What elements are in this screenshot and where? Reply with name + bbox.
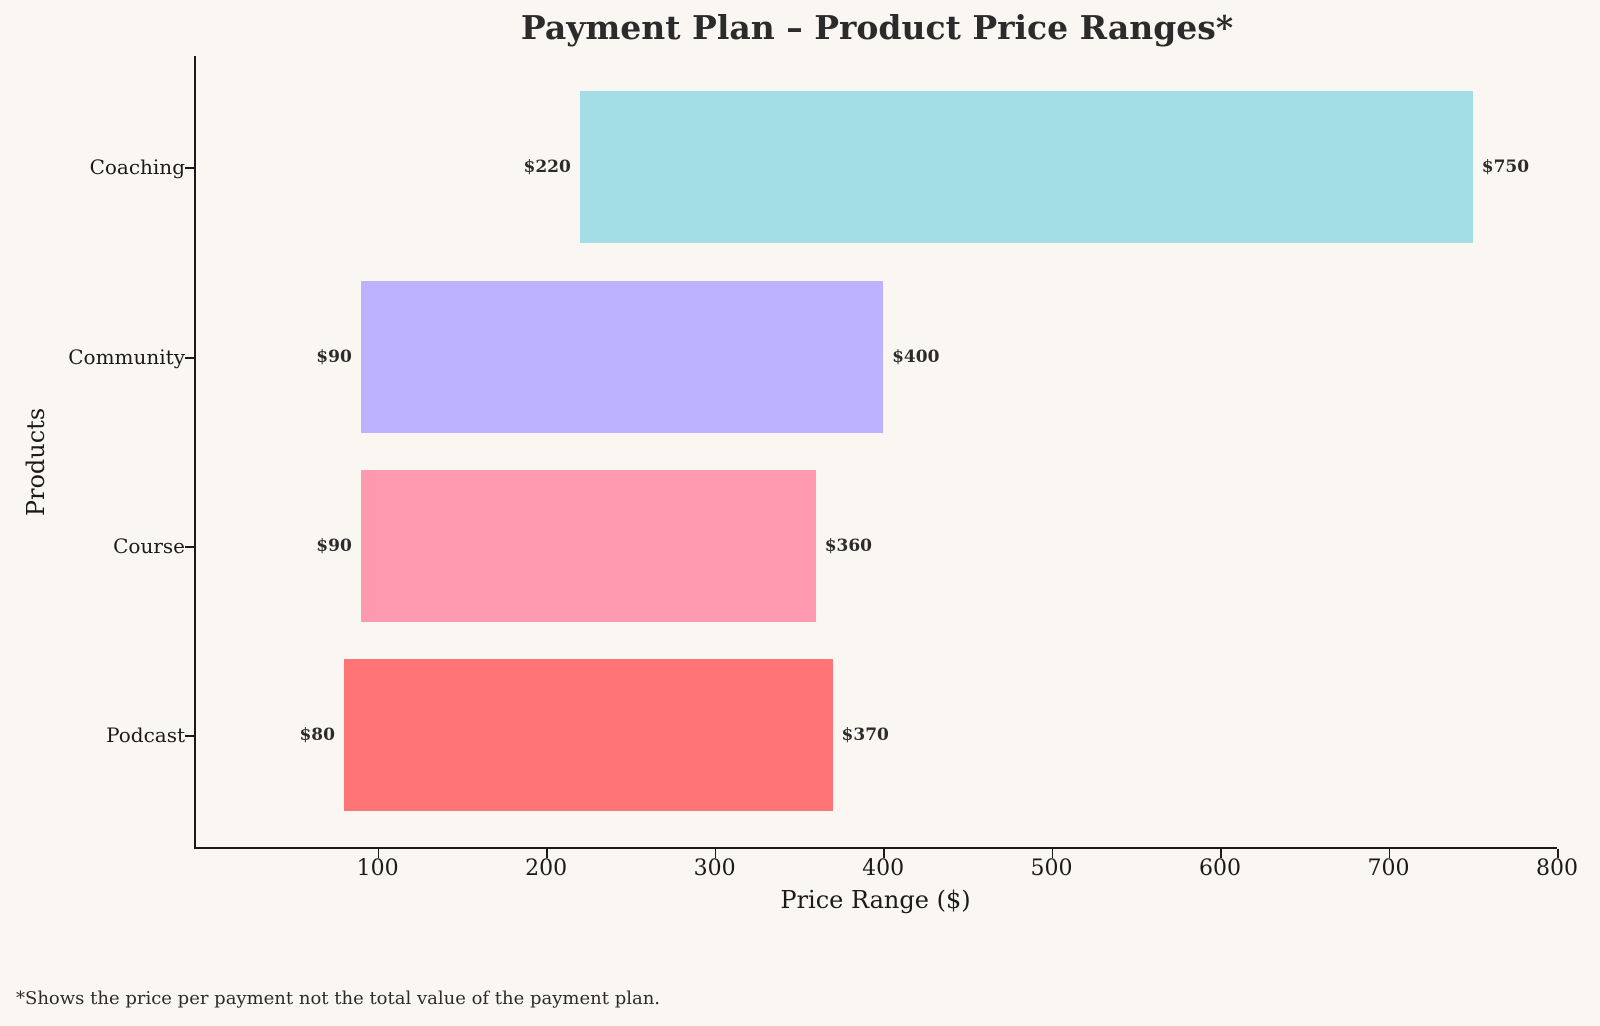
x-axis-spine xyxy=(194,847,1557,849)
x-tick-400 xyxy=(883,849,885,858)
x-tick-600 xyxy=(1220,849,1222,858)
chart-title: Payment Plan – Product Price Ranges* xyxy=(520,8,1234,47)
y-tick-label-course: Course xyxy=(113,534,185,558)
y-tick-community xyxy=(185,357,194,359)
x-tick-label-500: 500 xyxy=(1030,856,1073,881)
x-tick-500 xyxy=(1051,849,1054,858)
x-tick-300 xyxy=(714,849,717,858)
y-tick-label-podcast: Podcast xyxy=(106,723,185,747)
x-tick-200 xyxy=(546,849,548,858)
y-tick-course xyxy=(185,546,194,548)
footnote: *Shows the price per payment not the tot… xyxy=(16,988,661,1009)
bar-min-label-community: $90 xyxy=(316,347,352,367)
x-tick-700 xyxy=(1388,849,1391,858)
bar-max-label-course: $360 xyxy=(824,536,873,556)
y-tick-coaching xyxy=(185,167,194,169)
x-tick-label-200: 200 xyxy=(525,856,568,881)
y-tick-podcast xyxy=(185,735,194,737)
x-tick-800 xyxy=(1557,849,1559,858)
bar-course xyxy=(360,470,816,622)
bar-max-label-coaching: $750 xyxy=(1481,157,1530,177)
bar-max-label-community: $400 xyxy=(892,347,940,367)
bar-coaching xyxy=(579,91,1473,243)
x-tick-label-300: 300 xyxy=(693,856,736,881)
x-tick-label-600: 600 xyxy=(1199,856,1242,881)
x-axis-label: Price Range ($) xyxy=(780,886,971,914)
y-axis-spine xyxy=(194,56,196,849)
plot-area: $220 $750 Coaching $90 $400 Community $90 $360 C… xyxy=(68,56,1578,881)
x-tick-label-700: 700 xyxy=(1367,856,1410,881)
bar-min-label-coaching: $220 xyxy=(523,157,571,177)
y-tick-label-coaching: Coaching xyxy=(89,155,185,179)
y-axis-label: Products xyxy=(22,407,50,517)
y-tick-label-community: Community xyxy=(68,345,185,369)
x-tick-label-800: 800 xyxy=(1536,856,1578,881)
bar-community xyxy=(360,281,884,433)
x-tick-100 xyxy=(377,849,380,858)
x-tick-label-400: 400 xyxy=(862,856,905,881)
x-tick-label-100: 100 xyxy=(356,856,399,881)
bar-podcast xyxy=(343,659,833,811)
bar-min-label-course: $90 xyxy=(316,536,352,556)
bar-min-label-podcast: $80 xyxy=(299,725,335,745)
bar-max-label-podcast: $370 xyxy=(841,725,889,745)
